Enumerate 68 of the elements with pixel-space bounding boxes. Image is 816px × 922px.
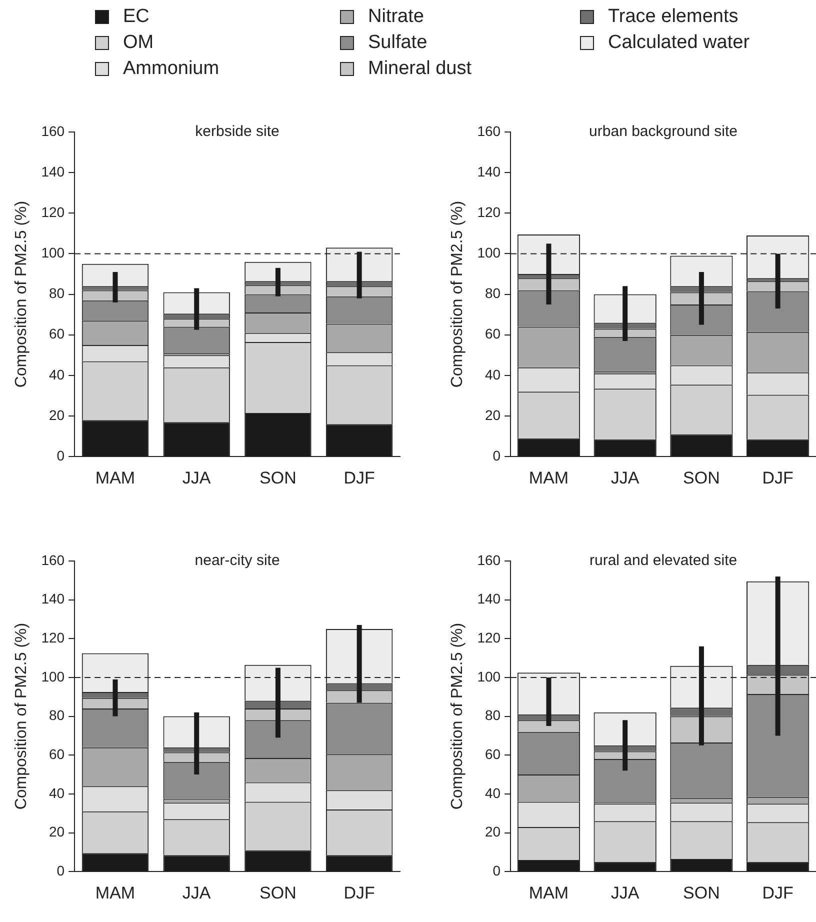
x-tick-label: SON [683, 468, 720, 488]
y-tick-label: 160 [41, 552, 65, 568]
y-tick-label: 140 [41, 590, 65, 607]
y-tick-label: 60 [484, 746, 501, 762]
x-tick-label: SON [260, 883, 296, 902]
y-tick-label: 80 [48, 707, 65, 724]
x-tick-label: MAM [528, 883, 569, 902]
y-tick-label: 40 [48, 784, 65, 801]
x-tick-label: DJF [344, 468, 375, 488]
y-tick-label: 120 [41, 204, 65, 220]
y-tick-label: 40 [484, 366, 501, 382]
x-tick-label: JJA [182, 883, 212, 902]
y-tick-label: 0 [492, 447, 501, 464]
y-tick-label: 20 [48, 824, 65, 840]
x-tick-label: MAM [95, 883, 136, 902]
x-tick-label: SON [260, 468, 296, 488]
x-tick-label: MAM [95, 468, 136, 488]
y-axis-title: Composition of PM2.5 (%) [13, 200, 30, 388]
x-tick-label: JJA [610, 883, 640, 902]
x-tick-label: DJF [762, 883, 794, 902]
y-tick-label: 80 [484, 707, 501, 724]
chart-title: rural and elevated site [589, 552, 738, 570]
y-tick-label: 140 [41, 163, 65, 180]
y-tick-label: 100 [477, 668, 501, 684]
x-tick-label: JJA [182, 468, 212, 488]
y-tick-label: 160 [477, 122, 501, 139]
y-axis-title: Composition of PM2.5 (%) [13, 622, 30, 810]
y-tick-label: 100 [41, 244, 65, 261]
legend-label: Trace elements [608, 6, 738, 28]
x-tick-label: DJF [344, 883, 375, 902]
x-tick-label: MAM [528, 468, 569, 488]
y-tick-label: 60 [48, 746, 65, 762]
y-tick-label: 20 [48, 406, 65, 423]
y-tick-label: 160 [477, 552, 501, 568]
x-tick-label: JJA [610, 468, 640, 488]
y-tick-label: 120 [477, 204, 501, 220]
y-tick-label: 120 [41, 630, 65, 646]
legend-label: OM [123, 32, 154, 54]
chart-title: near-city site [194, 552, 280, 570]
y-tick-label: 100 [41, 668, 65, 684]
y-tick-label: 0 [56, 447, 65, 464]
y-tick-label: 0 [56, 862, 65, 878]
legend-label: Nitrate [368, 6, 424, 28]
y-axis-title: Composition of PM2.5 (%) [449, 622, 466, 810]
legend-label: Ammonium [123, 58, 220, 80]
x-tick-label: DJF [762, 468, 794, 488]
y-tick-label: 20 [484, 406, 501, 423]
y-tick-label: 80 [48, 285, 65, 302]
y-axis-title: Composition of PM2.5 (%) [449, 200, 466, 388]
legend-label: Mineral dust [368, 58, 472, 80]
y-tick-label: 120 [477, 630, 501, 646]
y-tick-label: 40 [484, 784, 501, 801]
y-tick-label: 100 [477, 244, 501, 261]
x-tick-label: SON [683, 883, 720, 902]
y-tick-label: 20 [484, 824, 501, 840]
y-tick-label: 140 [477, 590, 501, 607]
y-tick-label: 160 [41, 122, 65, 139]
y-tick-label: 140 [477, 163, 501, 180]
chart-title: kerbside site [195, 123, 280, 140]
y-tick-label: 60 [484, 326, 501, 342]
y-tick-label: 80 [484, 285, 501, 302]
chart-title: urban background site [589, 123, 738, 140]
legend-label: Calculated water [608, 32, 750, 54]
y-tick-label: 40 [48, 366, 65, 382]
legend-label: EC [123, 6, 150, 28]
legend-label: Sulfate [368, 32, 428, 54]
y-tick-label: 60 [48, 326, 65, 342]
y-tick-label: 0 [492, 862, 501, 878]
